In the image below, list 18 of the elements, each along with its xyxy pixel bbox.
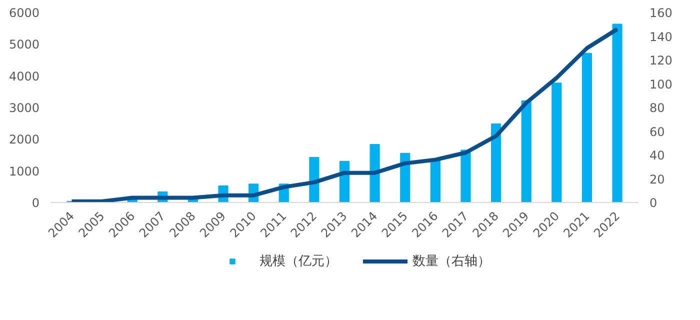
y2-tick-label: 0 [650, 196, 658, 210]
y2-tick-label: 120 [650, 54, 672, 68]
y2-tick-label: 140 [650, 30, 672, 44]
y2-tick-label: 60 [650, 124, 665, 139]
legend-label: 规模（亿元） [260, 253, 338, 270]
y-tick-label: 4000 [8, 69, 40, 84]
y2-tick-label: 100 [650, 77, 672, 92]
y2-tick-label: 40 [650, 148, 665, 162]
legend-label: 数量（右轴） [412, 253, 490, 270]
y-tick-label: 2000 [8, 132, 40, 147]
y2-tick-label: 80 [650, 101, 665, 115]
y2-tick-label: 160 [650, 6, 672, 20]
y-tick-label: 5000 [8, 38, 40, 52]
y-tick-label: 1000 [8, 164, 40, 178]
y-tick-label: 6000 [8, 6, 40, 20]
y-tick-label: 0 [32, 196, 40, 210]
y2-tick-label: 20 [650, 172, 665, 186]
y-tick-label: 3000 [8, 101, 40, 115]
